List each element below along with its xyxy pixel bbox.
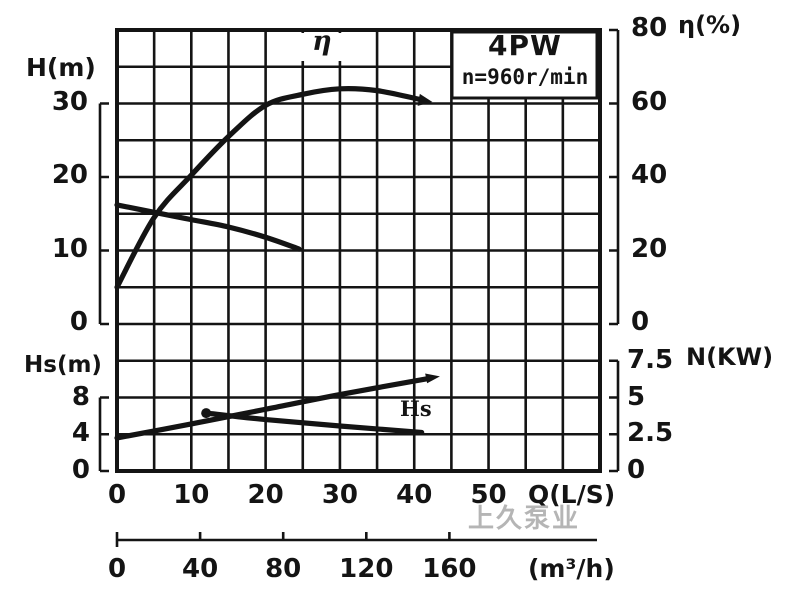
q-axis-tick-20: 20 bbox=[247, 480, 284, 510]
m3h-axis-line bbox=[115, 532, 597, 547]
m3h-axis-tick-120: 120 bbox=[339, 554, 394, 584]
h-axis-tick-10: 10 bbox=[51, 233, 88, 264]
q-axis-tick-30: 30 bbox=[321, 480, 359, 510]
h-axis-tick-0: 0 bbox=[69, 307, 88, 337]
m3h-axis-title: (m³/h) bbox=[528, 554, 615, 583]
m3h-axis-tick-160: 160 bbox=[422, 554, 477, 584]
eta-axis-tick-20: 20 bbox=[631, 233, 668, 264]
m3h-axis-tick-40: 40 bbox=[182, 554, 219, 584]
Hs-curve-start-dot bbox=[201, 408, 212, 419]
q-axis-tick-10: 10 bbox=[173, 480, 210, 510]
eta-axis-title: η(%) bbox=[678, 11, 742, 39]
eta-axis-tick-40: 40 bbox=[631, 160, 668, 190]
pump-model-label: 4PW bbox=[488, 29, 562, 62]
m3h-axis-tick-0: 0 bbox=[107, 554, 127, 584]
hs-axis-title: Hs(m) bbox=[24, 352, 102, 378]
hs-axis-tick-4: 4 bbox=[71, 418, 90, 449]
eta-axis-tick-80: 80 bbox=[631, 13, 668, 43]
q-axis-tick-50: 50 bbox=[470, 480, 507, 510]
title-box bbox=[450, 30, 599, 100]
H-curve bbox=[114, 202, 302, 252]
eta-axis-tick-60: 60 bbox=[631, 86, 668, 117]
eta-label-box bbox=[301, 33, 343, 61]
n-axis-title: N(KW) bbox=[686, 343, 774, 371]
h-axis-title: H(m) bbox=[26, 53, 96, 82]
eta-curve-label: η bbox=[312, 26, 332, 57]
N-curve-arrowhead bbox=[425, 373, 440, 384]
eta-curve-arrowhead bbox=[417, 93, 433, 106]
q-axis-tick-40: 40 bbox=[396, 480, 433, 510]
eta-curve bbox=[114, 85, 425, 290]
h-axis-bracket bbox=[98, 102, 109, 326]
watermark-text: 上久泵业 bbox=[468, 504, 581, 534]
N-curve bbox=[114, 375, 432, 441]
hs-axis-tick-8: 8 bbox=[71, 381, 90, 412]
plot-frame bbox=[115, 28, 602, 473]
pump-speed-label: n=960r/min bbox=[461, 65, 589, 89]
n-axis-tick-5: 5 bbox=[627, 381, 646, 412]
eta-axis-bracket bbox=[609, 28, 620, 326]
n-axis-tick-2.5: 2.5 bbox=[627, 418, 674, 449]
n-axis-tick-7.5: 7.5 bbox=[627, 344, 674, 375]
hs-curve-label: Hs bbox=[400, 396, 432, 421]
q-axis-title: Q(L/S) bbox=[528, 480, 616, 509]
n-axis-tick-0: 0 bbox=[627, 455, 646, 485]
m3h-axis-tick-80: 80 bbox=[265, 554, 302, 584]
hs-axis-tick-0: 0 bbox=[71, 455, 90, 485]
eta-axis-tick-0: 0 bbox=[631, 307, 650, 337]
h-axis-tick-20: 20 bbox=[51, 160, 88, 190]
n-axis-bracket bbox=[609, 359, 620, 473]
Hs-curve bbox=[203, 410, 425, 436]
q-axis-tick-0: 0 bbox=[107, 480, 127, 510]
h-axis-tick-30: 30 bbox=[51, 86, 88, 117]
hs-axis-bracket bbox=[98, 396, 109, 473]
